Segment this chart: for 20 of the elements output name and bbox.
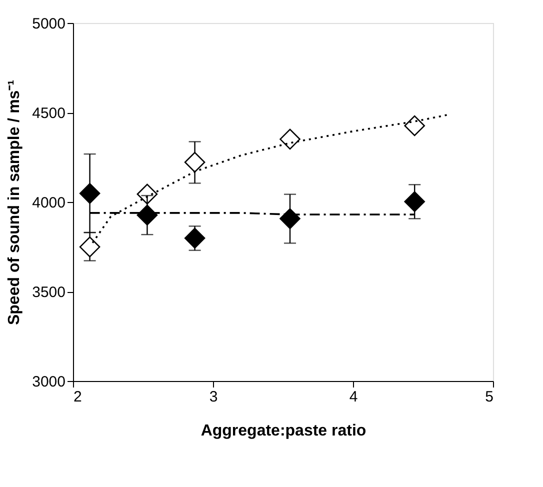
x-tick-label: 2 <box>74 388 82 406</box>
y-tick-label: 5000 <box>32 16 66 32</box>
point <box>404 115 425 136</box>
point <box>79 183 100 204</box>
point <box>280 208 300 230</box>
x-axis-title: Aggregate:paste ratio <box>200 422 366 440</box>
point <box>184 228 206 249</box>
y-tick-label: 4000 <box>32 194 66 212</box>
point <box>184 152 206 173</box>
point <box>79 236 100 258</box>
point <box>280 128 300 150</box>
x-tick-label: 4 <box>349 388 358 406</box>
point <box>136 204 158 226</box>
y-tick-label: 4500 <box>32 105 66 122</box>
y-tick-label: 3500 <box>32 284 66 301</box>
y-axis-title: Speed of sound in sample / ms⁻¹ <box>6 80 24 326</box>
x-tick-label: 3 <box>209 388 218 406</box>
point <box>404 191 425 212</box>
x-tick-label: 5 <box>485 388 494 406</box>
y-tick-label: 3000 <box>32 374 66 390</box>
